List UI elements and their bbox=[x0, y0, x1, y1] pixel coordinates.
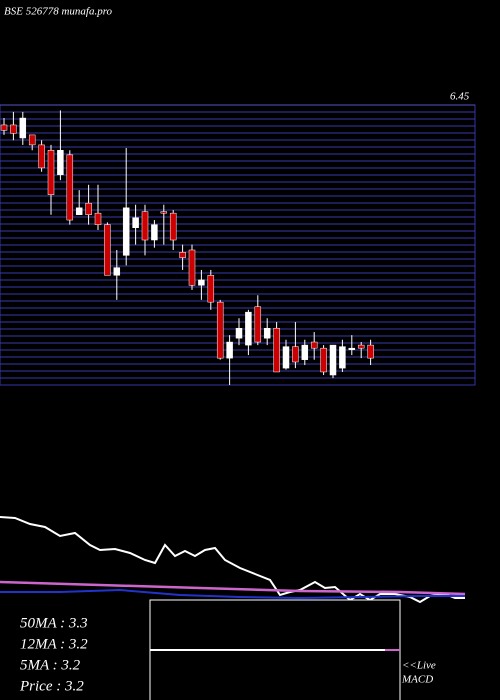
candle-body bbox=[94, 212, 102, 225]
candle-body bbox=[160, 211, 168, 214]
candle-body bbox=[301, 344, 309, 360]
candle-body bbox=[179, 252, 186, 258]
candle-body bbox=[19, 117, 27, 139]
live-label: <<Live bbox=[402, 660, 436, 672]
candle-body bbox=[85, 202, 92, 215]
macd-label: MACD bbox=[401, 674, 433, 686]
candle-body bbox=[320, 347, 327, 373]
candle-body bbox=[339, 346, 346, 369]
candle-body bbox=[10, 124, 17, 134]
grid bbox=[0, 104, 475, 379]
candle-body bbox=[348, 347, 356, 350]
candle-body bbox=[273, 327, 280, 373]
y-tick-label: 6.45 bbox=[450, 91, 470, 103]
candle-body bbox=[38, 144, 45, 169]
indicator-line bbox=[0, 516, 465, 604]
candle-body bbox=[292, 346, 299, 363]
stats: 50MA : 3.3 12MA : 3.2 5MA : 3.2 Price : 3.2 bbox=[19, 615, 88, 694]
candle-body bbox=[47, 150, 55, 196]
candle-body bbox=[151, 224, 158, 241]
candle-body bbox=[75, 207, 83, 215]
chart-title: BSE 526778 munafa.pro bbox=[4, 6, 113, 18]
stat-label: 5MA : 3.2 bbox=[20, 657, 81, 673]
candle-body bbox=[104, 224, 111, 276]
candle-body bbox=[141, 211, 149, 241]
ma-line bbox=[0, 580, 466, 596]
candle-body bbox=[367, 344, 374, 359]
candle-body bbox=[207, 275, 215, 303]
candle-body bbox=[132, 217, 139, 228]
stat-label: 50MA : 3.3 bbox=[20, 615, 88, 631]
candle-body bbox=[329, 344, 337, 376]
candle-body bbox=[226, 341, 233, 359]
candle-body bbox=[198, 279, 205, 286]
candle-body bbox=[357, 344, 365, 349]
candle-body bbox=[169, 212, 177, 241]
candle-body bbox=[66, 154, 74, 221]
candle-body bbox=[282, 346, 290, 369]
candle-body bbox=[263, 327, 271, 339]
stat-label: 12MA : 3.2 bbox=[20, 636, 88, 652]
candle-body bbox=[57, 150, 64, 176]
candle-body bbox=[235, 327, 243, 339]
candle-body bbox=[28, 134, 36, 146]
ma-line bbox=[0, 588, 465, 600]
candle-body bbox=[122, 207, 130, 256]
candle-body bbox=[113, 267, 121, 276]
candle-body bbox=[245, 311, 252, 346]
candle-body bbox=[310, 341, 318, 349]
candle-body bbox=[188, 249, 196, 286]
candle-body bbox=[0, 124, 8, 131]
candle-body bbox=[216, 301, 224, 359]
candle-body bbox=[254, 306, 262, 343]
stat-label: Price : 3.2 bbox=[19, 678, 84, 694]
